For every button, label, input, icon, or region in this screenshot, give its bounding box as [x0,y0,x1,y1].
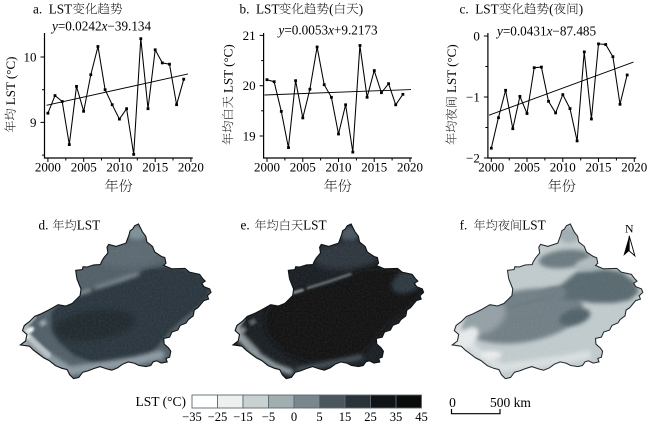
svg-text:0: 0 [449,395,456,410]
svg-text:LST (°C): LST (°C) [444,44,459,93]
svg-text:LST (°C): LST (°C) [3,57,18,106]
svg-text:0: 0 [291,410,297,424]
svg-text:2000: 2000 [478,160,504,175]
svg-text:5: 5 [316,410,322,424]
svg-text:2005: 2005 [290,160,316,175]
svg-text:−1: −1 [466,90,480,105]
svg-text:0: 0 [473,29,480,44]
svg-text:−35: −35 [182,410,202,424]
svg-text:2020: 2020 [397,160,423,175]
svg-text:2015: 2015 [586,160,612,175]
svg-text:2020: 2020 [621,160,647,175]
svg-text:−25: −25 [208,410,228,424]
svg-text:500 km: 500 km [490,395,531,410]
svg-text:y=0.0242x−39.134: y=0.0242x−39.134 [50,19,152,34]
svg-text:2005: 2005 [71,160,97,175]
svg-text:c. LST: c. LST [460,1,499,16]
svg-text:−15: −15 [233,410,253,424]
svg-text:45: 45 [415,410,428,424]
svg-text:b. LST: b. LST [240,1,280,16]
svg-text:15: 15 [339,410,352,424]
svg-text:LST (°C): LST (°C) [135,394,186,409]
svg-text:N: N [625,222,634,236]
svg-text:25: 25 [364,410,377,424]
svg-text:): ) [359,1,363,16]
svg-text:35: 35 [390,410,403,424]
svg-text:e.: e. [241,218,250,233]
svg-text:21: 21 [243,28,256,43]
svg-text:(: ( [549,1,553,16]
svg-text:2020: 2020 [178,160,204,175]
svg-text:(: ( [329,1,333,16]
svg-text:LST (°C): LST (°C) [220,44,235,93]
svg-text:−5: −5 [262,410,275,424]
svg-text:LST: LST [77,218,100,233]
svg-text:2010: 2010 [550,160,576,175]
svg-text:2015: 2015 [361,160,387,175]
svg-text:d.: d. [39,218,49,233]
svg-text:9: 9 [30,115,37,130]
svg-text:2010: 2010 [106,160,132,175]
svg-text:2005: 2005 [514,160,540,175]
svg-text:2010: 2010 [326,160,352,175]
svg-text:f.: f. [460,218,468,233]
svg-text:19: 19 [243,129,256,144]
svg-text:): ) [579,1,583,16]
svg-text:LST: LST [522,218,545,233]
svg-text:2015: 2015 [142,160,168,175]
svg-text:LST: LST [303,218,326,233]
svg-text:−2: −2 [466,151,480,166]
svg-text:10: 10 [24,50,37,65]
svg-text:2000: 2000 [254,160,280,175]
svg-text:2000: 2000 [35,160,61,175]
svg-text:y=0.0431x−87.485: y=0.0431x−87.485 [495,24,597,39]
svg-text:a. LST: a. LST [33,1,72,16]
svg-text:20: 20 [243,78,256,93]
svg-text:y=0.0053x+9.2173: y=0.0053x+9.2173 [277,23,379,38]
